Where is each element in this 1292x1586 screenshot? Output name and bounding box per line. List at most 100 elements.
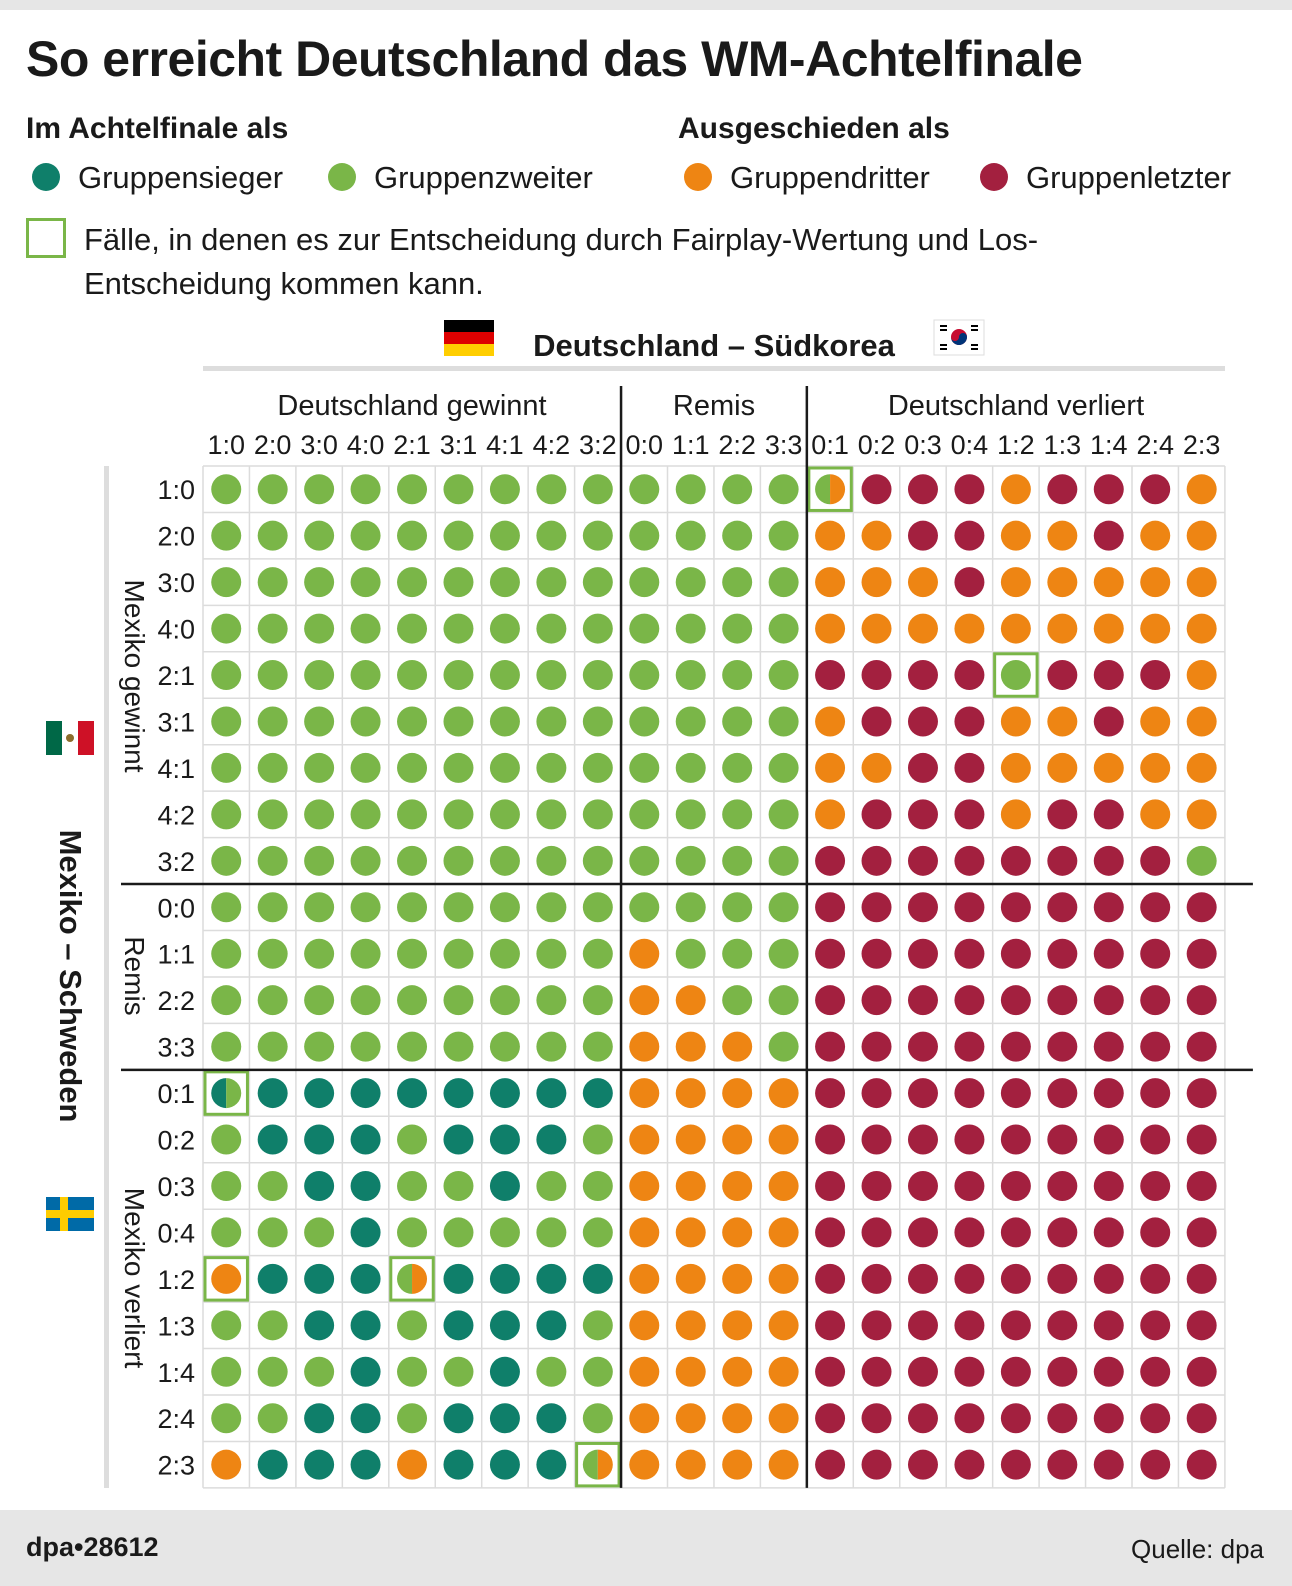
result-dot xyxy=(1000,799,1031,830)
result-dot xyxy=(350,1310,381,1341)
result-dot xyxy=(304,660,335,691)
result-dot xyxy=(304,985,335,1016)
result-dot xyxy=(768,520,799,551)
result-dot xyxy=(350,985,381,1016)
col-tick-label: 2:2 xyxy=(718,430,756,460)
result-dot xyxy=(397,985,428,1016)
result-dot xyxy=(489,567,520,598)
result-dot xyxy=(861,567,892,598)
result-dot xyxy=(1186,706,1217,737)
result-dot xyxy=(1186,1310,1217,1341)
row-tick-label: 3:3 xyxy=(157,1033,195,1063)
result-dot xyxy=(1000,1170,1031,1201)
result-dot xyxy=(1140,613,1171,644)
result-dot xyxy=(722,474,753,505)
result-dot xyxy=(815,752,846,783)
result-dot xyxy=(1047,892,1078,923)
header-rule xyxy=(203,366,1225,371)
footer: dpa•28612 Quelle: dpa xyxy=(0,1510,1292,1586)
result-dot xyxy=(536,752,567,783)
result-dot xyxy=(1093,1263,1124,1294)
col-tick-label: 1:0 xyxy=(207,430,245,460)
result-dot xyxy=(907,1124,938,1155)
result-dot xyxy=(536,1078,567,1109)
result-dot xyxy=(397,660,428,691)
col-tick-label: 3:3 xyxy=(765,430,803,460)
result-dot xyxy=(675,520,706,551)
result-dot xyxy=(675,567,706,598)
result-dot xyxy=(489,1078,520,1109)
result-dot xyxy=(861,1217,892,1248)
result-dot xyxy=(350,799,381,830)
result-dot xyxy=(722,1124,753,1155)
result-dot xyxy=(815,845,846,876)
result-dot xyxy=(1000,1356,1031,1387)
result-dot xyxy=(954,1217,985,1248)
result-dot xyxy=(443,1170,474,1201)
result-dot xyxy=(211,938,242,969)
result-dot xyxy=(815,892,846,923)
result-dot xyxy=(1140,520,1171,551)
result-dot xyxy=(907,1031,938,1062)
result-dot xyxy=(489,520,520,551)
result-dot xyxy=(815,1124,846,1155)
legend-heading-out: Ausgeschieden als xyxy=(678,112,950,145)
result-dot xyxy=(1047,1263,1078,1294)
result-dot xyxy=(629,799,660,830)
row-tick-label: 3:1 xyxy=(157,707,195,737)
result-dot xyxy=(675,474,706,505)
result-dot xyxy=(1093,1078,1124,1109)
result-dot xyxy=(257,985,288,1016)
result-dot xyxy=(489,938,520,969)
result-dot xyxy=(954,1449,985,1480)
result-dot xyxy=(907,660,938,691)
result-dot xyxy=(582,985,613,1016)
result-dot xyxy=(768,892,799,923)
result-dot xyxy=(722,660,753,691)
result-dot xyxy=(582,1263,613,1294)
result-dot xyxy=(629,474,660,505)
result-dot xyxy=(536,474,567,505)
result-dot xyxy=(815,567,846,598)
result-dot-half-left xyxy=(582,1449,598,1480)
col-tick-label: 1:3 xyxy=(1044,430,1082,460)
result-dot xyxy=(861,706,892,737)
result-dot xyxy=(954,660,985,691)
result-dot xyxy=(815,938,846,969)
result-dot xyxy=(1000,985,1031,1016)
result-dot xyxy=(489,1449,520,1480)
result-dot xyxy=(629,1403,660,1434)
result-dot xyxy=(350,613,381,644)
result-dot xyxy=(629,1217,660,1248)
result-dot xyxy=(211,985,242,1016)
result-dot xyxy=(211,752,242,783)
result-dot xyxy=(257,706,288,737)
result-dot xyxy=(397,706,428,737)
result-dot xyxy=(489,752,520,783)
fairplay-cell-marker xyxy=(575,1441,621,1488)
row-tick-label: 2:1 xyxy=(157,661,195,691)
result-dot xyxy=(768,1403,799,1434)
result-dot xyxy=(1047,1078,1078,1109)
result-dot xyxy=(304,1449,335,1480)
result-dot xyxy=(397,520,428,551)
result-dot xyxy=(257,752,288,783)
result-dot xyxy=(304,567,335,598)
result-dot xyxy=(304,845,335,876)
result-dot xyxy=(536,892,567,923)
result-dot xyxy=(536,1263,567,1294)
result-dot xyxy=(861,1170,892,1201)
result-dot xyxy=(954,520,985,551)
result-dot xyxy=(1186,752,1217,783)
result-dot xyxy=(582,660,613,691)
result-dot xyxy=(675,845,706,876)
result-dot xyxy=(907,613,938,644)
result-dot xyxy=(582,799,613,830)
result-dot xyxy=(1000,845,1031,876)
result-dot xyxy=(443,520,474,551)
result-dot xyxy=(1047,1217,1078,1248)
result-dot xyxy=(582,1124,613,1155)
result-dot xyxy=(257,1078,288,1109)
result-dot xyxy=(350,1403,381,1434)
result-dot xyxy=(536,706,567,737)
